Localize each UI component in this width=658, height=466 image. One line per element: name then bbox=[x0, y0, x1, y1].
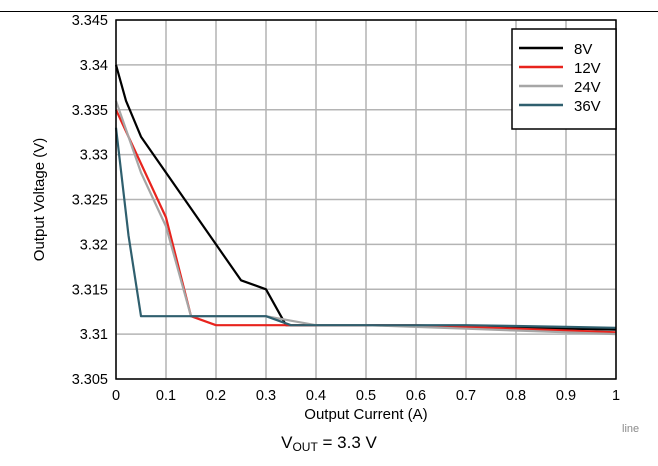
legend-label: 36V bbox=[574, 98, 601, 115]
y-tick-label: 3.325 bbox=[72, 193, 108, 209]
legend-label: 8V bbox=[574, 41, 592, 58]
x-tick-label: 0.4 bbox=[306, 388, 326, 404]
caption-prefix: V bbox=[281, 433, 293, 452]
x-tick-label: 0 bbox=[112, 388, 120, 404]
x-tick-label: 0.2 bbox=[206, 388, 226, 404]
y-tick-label: 3.33 bbox=[80, 148, 108, 164]
y-tick-label: 3.315 bbox=[72, 282, 108, 298]
y-tick-label: 3.34 bbox=[80, 58, 108, 74]
x-tick-labels: 0 0.1 0.2 0.3 0.4 0.5 0.6 0.7 0.8 0.9 1 bbox=[112, 388, 620, 404]
x-tick-label: 0.5 bbox=[356, 388, 376, 404]
y-tick-label: 3.305 bbox=[72, 372, 108, 388]
series-lines bbox=[114, 64, 617, 336]
x-axis-title: Output Current (A) bbox=[304, 406, 427, 423]
series-line-24V bbox=[114, 100, 617, 336]
x-tick-label: 0.3 bbox=[256, 388, 276, 404]
legend-label: 24V bbox=[574, 79, 601, 96]
legend-box bbox=[511, 28, 617, 130]
x-tick-label: 0.9 bbox=[556, 388, 576, 404]
y-axis-title: Output Voltage (V) bbox=[31, 138, 48, 261]
y-tick-label: 3.335 bbox=[72, 103, 108, 119]
y-tick-label: 3.31 bbox=[80, 327, 108, 343]
series-line-36V bbox=[114, 127, 617, 329]
chart-caption: VOUT = 3.3 V bbox=[0, 433, 658, 454]
x-tick-label: 1 bbox=[612, 388, 620, 404]
y-tick-label: 3.32 bbox=[80, 237, 108, 253]
caption-subscript: OUT bbox=[292, 440, 318, 454]
y-tick-label: 3.345 bbox=[72, 13, 108, 29]
y-tick-labels: 3.305 3.31 3.315 3.32 3.325 3.33 3.335 3.34 3.34… bbox=[72, 13, 108, 388]
top-rule bbox=[0, 11, 658, 12]
x-tick-label: 0.6 bbox=[406, 388, 426, 404]
legend: 8V 12V 24V 36V bbox=[511, 28, 617, 130]
x-tick-label: 0.7 bbox=[456, 388, 476, 404]
chart-type-tag: line bbox=[622, 423, 640, 435]
caption-suffix: = 3.3 V bbox=[317, 433, 377, 452]
x-tick-label: 0.1 bbox=[156, 388, 176, 404]
x-tick-label: 0.8 bbox=[506, 388, 526, 404]
plot-frame bbox=[115, 19, 617, 380]
legend-label: 12V bbox=[574, 60, 601, 77]
